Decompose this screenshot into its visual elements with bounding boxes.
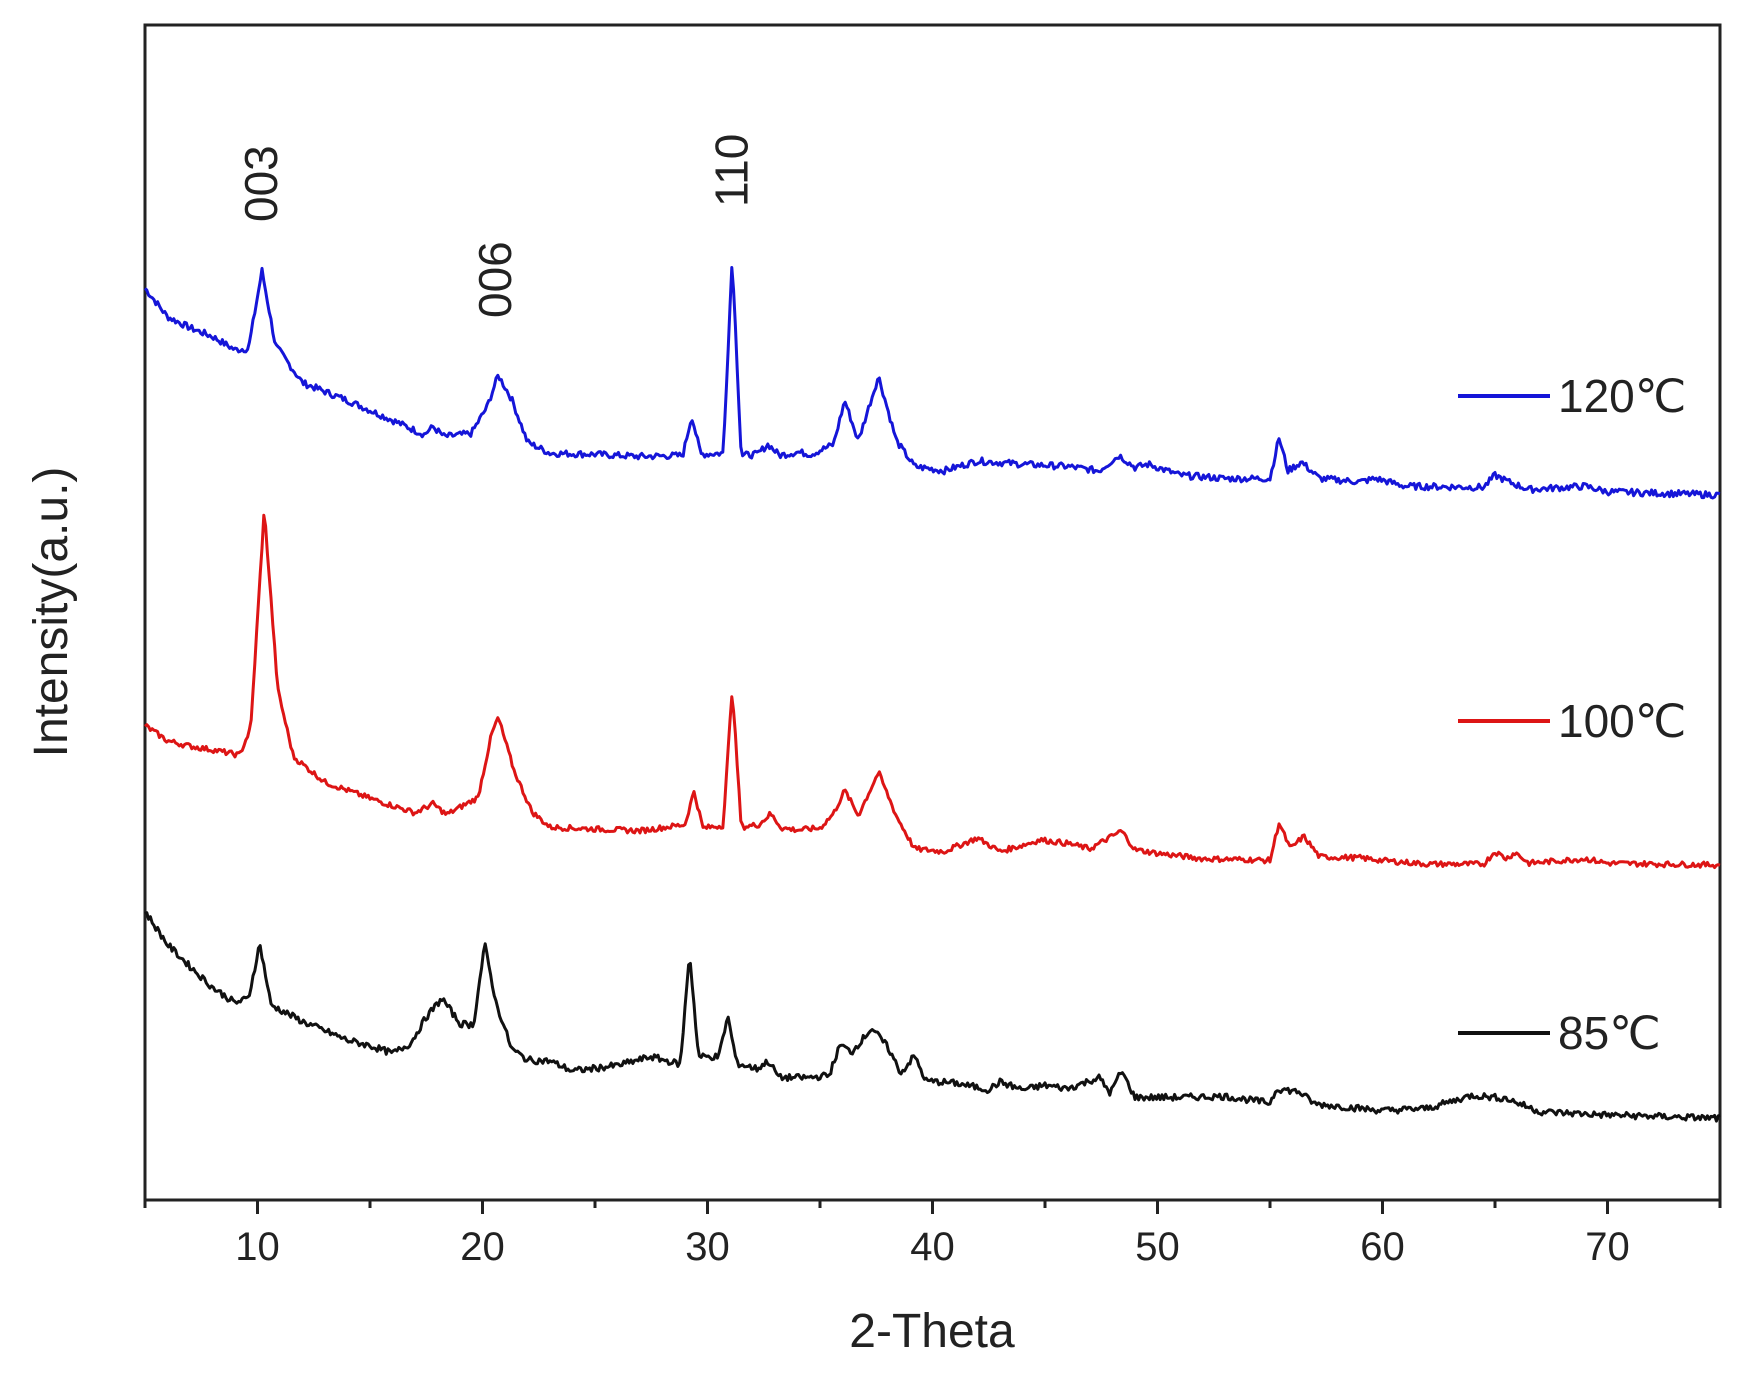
x-tick-label: 20 [460, 1225, 505, 1269]
legend: 120℃ 100℃ 85℃ [1458, 370, 1686, 1059]
plot-frame [143, 23, 1722, 1202]
peak-label: 110 [705, 134, 757, 207]
series-line [144, 911, 1721, 1123]
legend-label: 100℃ [1558, 695, 1686, 747]
series-line [144, 513, 1721, 870]
x-tick-label: 50 [1135, 1225, 1180, 1269]
x-axis-title: 2-Theta [849, 1305, 1015, 1358]
x-tick-label: 30 [685, 1225, 730, 1269]
series-layer [143, 266, 1721, 1123]
peak-labels: 003 006 110 [235, 134, 757, 318]
series-line [143, 266, 1721, 500]
peak-label: 006 [469, 241, 521, 318]
peak-label: 003 [235, 145, 287, 222]
legend-label: 85℃ [1558, 1007, 1661, 1059]
x-axis: 10 20 30 40 50 60 70 [143, 1200, 1722, 1269]
x-tick-label: 70 [1585, 1225, 1630, 1269]
y-axis-title: Intensity(a.u.) [25, 467, 78, 758]
x-tick-label: 40 [910, 1225, 955, 1269]
x-tick-label: 60 [1360, 1225, 1405, 1269]
legend-label: 120℃ [1558, 370, 1686, 422]
x-tick-label: 10 [235, 1225, 280, 1269]
